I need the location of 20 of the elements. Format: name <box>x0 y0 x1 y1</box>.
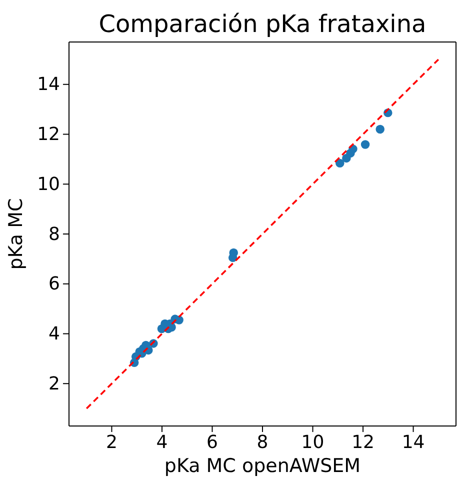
point <box>336 158 344 168</box>
y-tick-label: 8 <box>48 224 60 245</box>
x-tick-label: 12 <box>352 432 374 453</box>
x-tick-label: 10 <box>301 432 324 453</box>
x-tick-label: 2 <box>106 432 118 453</box>
y-tick-label: 4 <box>48 324 60 344</box>
x-tick-label: 8 <box>256 432 268 453</box>
point <box>376 124 384 134</box>
y-tick-label: 10 <box>37 174 60 195</box>
y-tick-label: 14 <box>37 74 60 96</box>
y-axis-title: pKa MC <box>5 198 27 270</box>
x-tick-label: 14 <box>402 432 425 453</box>
point <box>360 140 370 149</box>
chart-title: Comparación pKa frataxina <box>98 10 426 38</box>
x-axis-title: pKa MC openAWSEM <box>164 455 361 477</box>
y-tick-label: 6 <box>48 274 60 295</box>
y-tick-label: 12 <box>37 124 60 146</box>
x-tick-label: 6 <box>206 432 218 453</box>
x-tick-label: 4 <box>156 432 168 453</box>
y-tick-label: 2 <box>48 373 60 394</box>
